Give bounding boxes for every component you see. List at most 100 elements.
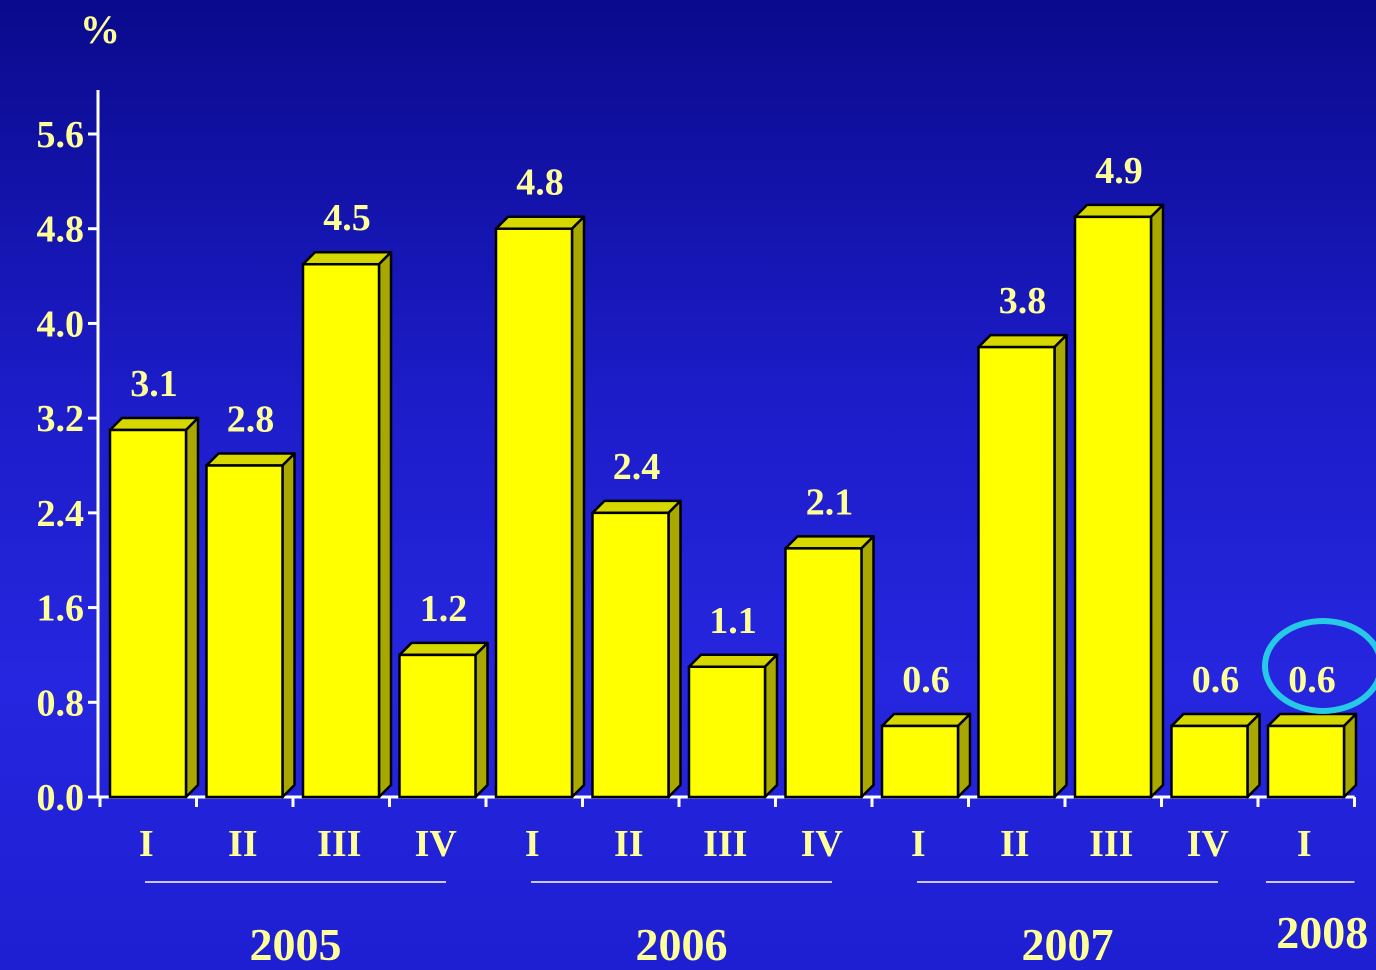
bar-front-face — [1073, 215, 1153, 799]
x-tick-label: I — [139, 823, 154, 865]
x-tick-label: I — [525, 823, 540, 865]
bar — [108, 416, 200, 799]
y-tick-label: 2.4 — [37, 493, 85, 535]
y-axis: 0.0 0.8 1.6 2.4 3.2 4.0 4.8 5.6 — [37, 90, 100, 819]
bar-value-label: 1.1 — [709, 600, 757, 642]
y-axis-unit-label: % — [80, 7, 120, 52]
y-tick-label: 4.8 — [37, 209, 85, 251]
group-year-label: 2007 — [1022, 919, 1114, 970]
bar — [687, 653, 779, 799]
bar — [784, 535, 875, 799]
x-tick-label: IV — [1187, 823, 1230, 865]
bar — [1170, 712, 1261, 799]
bar-front-face — [784, 547, 863, 799]
bar-front-face — [108, 428, 188, 799]
bar-value-label: 4.9 — [1095, 150, 1143, 192]
bar-value-label: 0.6 — [1288, 659, 1336, 701]
bar-side-face — [860, 535, 875, 799]
bar-value-label: 4.8 — [516, 162, 564, 204]
bar-side-face — [570, 215, 586, 799]
bar-top-face — [108, 416, 200, 432]
bar-value-label: 1.2 — [420, 588, 468, 630]
bar-top-face — [591, 499, 682, 515]
x-tick-label: III — [317, 823, 361, 865]
bar-front-face — [205, 464, 284, 799]
bar-front-face — [301, 262, 381, 799]
bar-top-face — [784, 535, 875, 550]
x-axis — [98, 795, 1356, 807]
bar-front-face — [977, 345, 1056, 799]
bar-series — [108, 203, 1358, 799]
bar-front-face — [1266, 724, 1346, 799]
x-tick-label: IV — [801, 823, 844, 865]
highlight-ellipse — [1262, 617, 1376, 714]
bar-side-face — [667, 499, 682, 799]
bar-top-face — [1266, 712, 1358, 728]
x-tick-label: III — [1089, 823, 1133, 865]
bar-value-label: 0.6 — [902, 659, 950, 701]
x-tick-label: II — [614, 823, 644, 865]
bar-side-face — [377, 250, 393, 799]
x-tick-label: I — [1297, 823, 1312, 865]
bar-front-face — [398, 653, 477, 799]
y-tick-label: 1.6 — [37, 588, 85, 630]
bar-side-face — [1149, 203, 1165, 799]
y-tick-label: 0.8 — [37, 682, 85, 724]
bar-value-label: 3.1 — [130, 363, 178, 405]
bar-side-face — [1342, 712, 1358, 799]
group-year-label: 2005 — [250, 919, 342, 970]
bar-side-face — [281, 452, 296, 799]
bar — [880, 712, 972, 799]
bar — [301, 250, 393, 799]
bar — [398, 641, 489, 799]
bar-side-face — [1246, 712, 1261, 799]
bar-side-face — [184, 416, 200, 799]
bar-value-label: 2.8 — [227, 399, 275, 441]
bar-top-face — [398, 641, 489, 657]
group-year-label: 2006 — [636, 919, 728, 970]
bar — [977, 333, 1068, 799]
highlight-layer — [1262, 617, 1376, 714]
bar — [1073, 203, 1165, 799]
y-tick-label: 0.0 — [37, 777, 85, 819]
x-tick-label: II — [1000, 823, 1030, 865]
bar-top-face — [880, 712, 972, 728]
bar-top-face — [205, 452, 296, 467]
bar-side-face — [956, 712, 972, 799]
bar-top-face — [977, 333, 1068, 349]
bar-value-label: 4.5 — [323, 197, 371, 239]
bar-front-face — [880, 724, 960, 799]
year-group-labels: 2005 2006 2007 2008 — [145, 881, 1368, 970]
group-year-label: 2008 — [1276, 907, 1368, 958]
bar-top-face — [1170, 712, 1261, 728]
bar-front-face — [494, 227, 574, 799]
bar-value-label: 0.6 — [1192, 659, 1240, 701]
bar-value-label: 3.8 — [999, 280, 1047, 322]
value-labels: 3.1 2.8 4.5 1.2 4.8 2.4 1.1 2.1 0.6 3.8 4.9 0.6 0.6 — [130, 150, 1336, 701]
x-tick-label: I — [911, 823, 926, 865]
bar — [494, 215, 586, 799]
x-tick-label: IV — [415, 823, 458, 865]
bar-top-face — [1073, 203, 1165, 219]
bar-value-label: 2.1 — [806, 481, 854, 523]
bar-side-face — [763, 653, 779, 799]
bar — [1266, 712, 1358, 799]
y-tick-label: 4.0 — [37, 303, 85, 345]
bar-top-face — [494, 215, 586, 230]
bar-value-label: 2.4 — [613, 446, 661, 488]
bar-side-face — [474, 641, 489, 799]
bar-front-face — [591, 511, 670, 799]
bar-side-face — [1053, 333, 1068, 799]
x-tick-label: III — [703, 823, 747, 865]
bar-top-face — [301, 250, 393, 266]
bar-top-face — [687, 653, 779, 669]
bar — [205, 452, 296, 799]
x-tick-label: II — [228, 823, 258, 865]
bar-front-face — [687, 665, 767, 799]
y-tick-label: 5.6 — [37, 114, 85, 156]
bar — [591, 499, 682, 799]
bar-front-face — [1170, 724, 1249, 799]
x-tick-labels: I II III IV I II III IV I II III IV I — [139, 823, 1312, 865]
y-tick-label: 3.2 — [37, 398, 85, 440]
